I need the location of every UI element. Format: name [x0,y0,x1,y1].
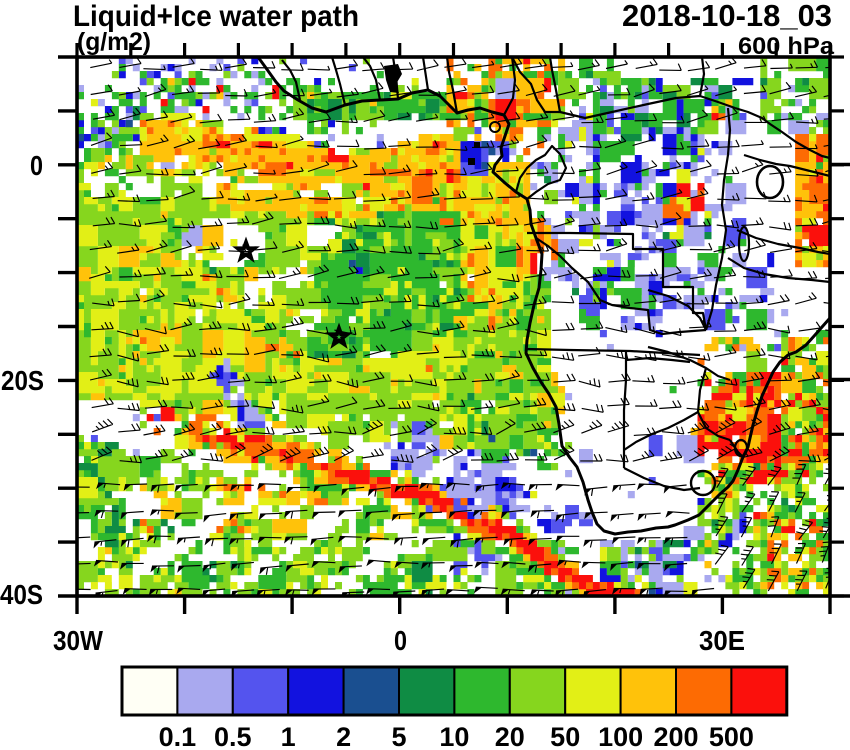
svg-text:200: 200 [653,722,698,750]
svg-text:40S: 40S [0,579,43,610]
svg-text:0: 0 [30,150,43,181]
svg-text:5: 5 [391,722,406,750]
svg-text:2: 2 [336,722,351,750]
svg-text:10: 10 [439,722,469,750]
svg-text:50: 50 [550,722,580,750]
svg-text:500: 500 [709,722,754,750]
svg-text:30W: 30W [53,625,103,656]
svg-text:0: 0 [394,625,407,656]
svg-text:20S: 20S [1,365,44,396]
svg-text:30E: 30E [699,625,745,656]
svg-text:Liquid+Ice water path: Liquid+Ice water path [73,0,359,33]
svg-text:2018-10-18_03: 2018-10-18_03 [622,0,832,33]
svg-text:1: 1 [281,722,296,750]
svg-text:600 hPa: 600 hPa [738,33,835,60]
svg-text:20: 20 [495,722,525,750]
svg-text:(g/m2): (g/m2) [77,28,151,56]
svg-text:0.1: 0.1 [159,722,197,750]
svg-text:100: 100 [598,722,643,750]
svg-text:0.5: 0.5 [214,722,252,750]
